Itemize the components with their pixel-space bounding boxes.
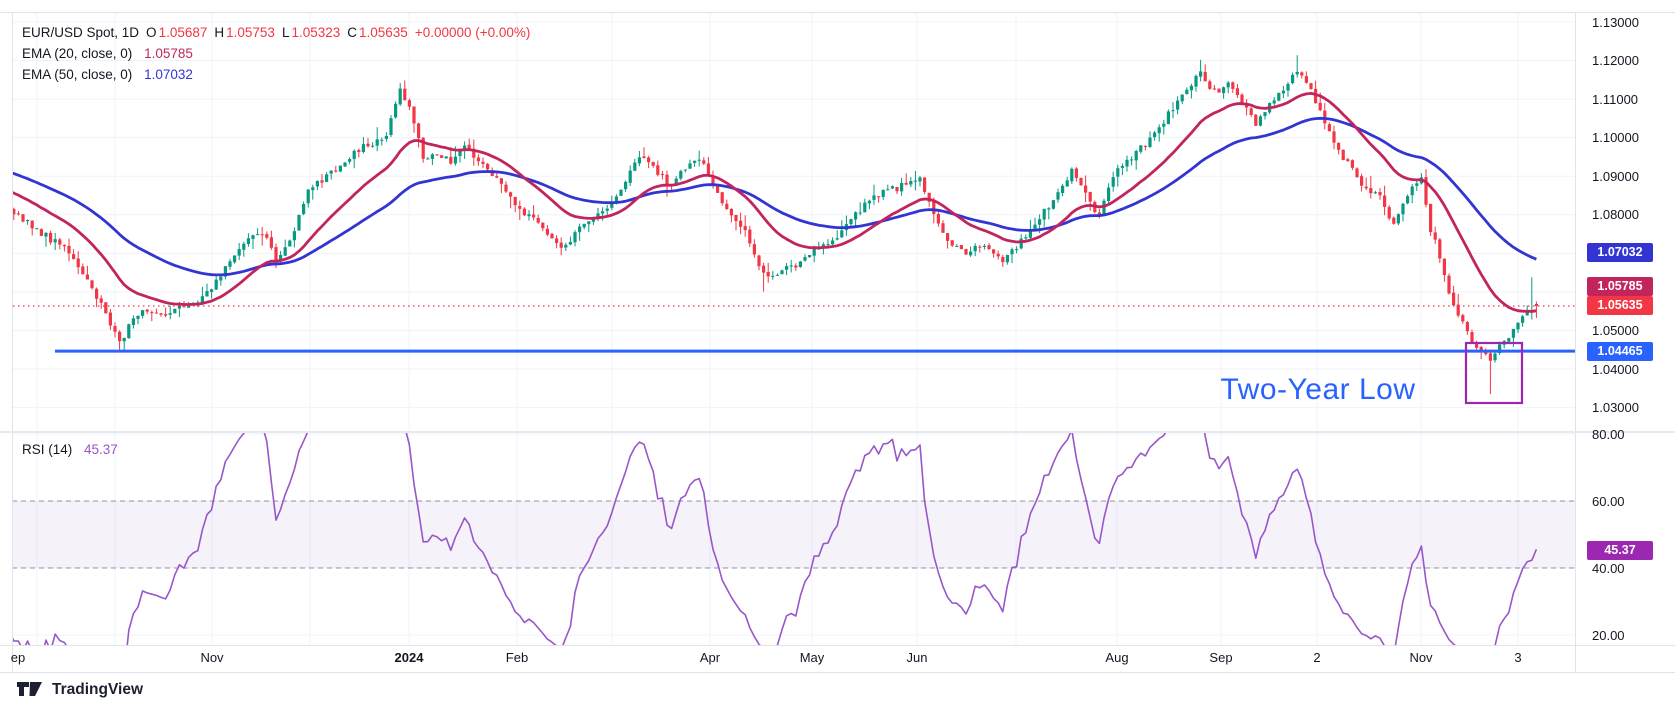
- time-axis-label[interactable]: May: [799, 650, 825, 665]
- two-year-low-annotation[interactable]: Two-Year Low: [1220, 373, 1416, 406]
- symbol-row[interactable]: EUR/USD Spot, 1D O 1.05687 H 1.05753 L 1.05323…: [22, 22, 530, 43]
- time-axis-label[interactable]: Nov: [1409, 650, 1433, 665]
- ohlc-letter: L: [281, 25, 290, 40]
- axis-tick-label: 80.00: [1592, 426, 1625, 442]
- top-border: [0, 12, 1675, 13]
- ohlc-number: 1.05635: [359, 25, 408, 40]
- ema50-row[interactable]: EMA (50, close, 0) 1.07032: [22, 64, 530, 85]
- ohlc-number: 1.05323: [291, 25, 341, 40]
- ema50-value: 1.07032: [144, 67, 193, 82]
- ema-20-line[interactable]: [9, 92, 1537, 313]
- axis-tick-label: 1.08000: [1592, 207, 1639, 223]
- axis-tick-label: 1.10000: [1592, 130, 1639, 146]
- price-axis-border: [1575, 12, 1576, 672]
- time-axis-label[interactable]: 2: [1313, 650, 1321, 665]
- rsi-label: RSI (14): [22, 442, 73, 457]
- two-year-low-rectangle[interactable]: [1464, 341, 1524, 405]
- ohlc-letter: C: [347, 25, 358, 40]
- ohlc-values: O 1.05687 H 1.05753 L 1.05323 C 1.05635: [139, 25, 408, 40]
- ohlc-number: 1.05687: [158, 25, 208, 40]
- pane-separator[interactable]: [0, 431, 1675, 433]
- rsi-legend-row[interactable]: RSI (14) 45.37: [22, 440, 118, 460]
- time-axis-label[interactable]: Nov: [200, 650, 224, 665]
- axis-tick-label: 1.11000: [1592, 91, 1639, 107]
- time-axis[interactable]: ep Nov 2024 Feb Apr May Jun Aug Sep 2 Nov 3: [0, 646, 1675, 672]
- axis-tick-label: 40.00: [1592, 560, 1625, 576]
- change-value: +0.00000 (+0.00%): [414, 25, 531, 40]
- gridlines: [12, 12, 1575, 645]
- axis-tick-label: 1.09000: [1592, 168, 1639, 184]
- symbol-title[interactable]: EUR/USD Spot, 1D: [22, 25, 140, 40]
- time-axis-border-top: [0, 645, 1675, 646]
- axis-tick-label: 20.00: [1592, 627, 1625, 643]
- axis-tick-label: 1.13000: [1592, 14, 1639, 30]
- candlestick-series: [9, 55, 1575, 405]
- ema20-label: EMA (20, close, 0): [22, 46, 133, 61]
- time-axis-label[interactable]: ep: [10, 650, 26, 665]
- ema20-value: 1.05785: [144, 46, 193, 61]
- time-axis-label[interactable]: Apr: [699, 650, 721, 665]
- brand-name[interactable]: TradingView: [52, 681, 144, 698]
- time-axis-label[interactable]: 3: [1514, 650, 1522, 665]
- time-axis-label[interactable]: Feb: [505, 650, 529, 665]
- time-axis-label[interactable]: 2024: [394, 650, 424, 665]
- rsi-value: 45.37: [84, 442, 118, 457]
- legend: EUR/USD Spot, 1D O 1.05687 H 1.05753 L 1.05323…: [22, 22, 530, 85]
- time-axis-border-bottom: [0, 672, 1675, 673]
- time-axis-label[interactable]: Aug: [1105, 650, 1129, 665]
- rsi-value-badge: 45.37: [1587, 540, 1653, 560]
- tradingview-logo-icon[interactable]: [16, 680, 44, 700]
- axis-tick-label: 1.12000: [1592, 53, 1639, 69]
- ema50-price-badge: 1.07032: [1587, 242, 1653, 262]
- ohlc-letter: H: [214, 25, 225, 40]
- time-axis-label[interactable]: Sep: [1209, 650, 1233, 665]
- rsi-band: [12, 500, 1575, 569]
- time-axis-label[interactable]: Jun: [906, 650, 928, 665]
- axis-tick-label: 1.04000: [1592, 361, 1639, 377]
- left-border: [12, 12, 13, 672]
- ema20-price-badge: 1.05785: [1587, 277, 1653, 297]
- support-price-badge: 1.04465: [1587, 341, 1653, 361]
- footer: TradingView: [16, 680, 143, 700]
- ema50-label: EMA (50, close, 0): [22, 67, 133, 82]
- price-axis[interactable]: 1.13000 1.12000 1.11000 1.10000 1.09000 1.080…: [1575, 0, 1675, 672]
- ohlc-number: 1.05753: [226, 25, 275, 40]
- axis-tick-label: 60.00: [1592, 493, 1625, 509]
- rsi-series: [9, 392, 1538, 687]
- ema20-row[interactable]: EMA (20, close, 0) 1.05785: [22, 43, 530, 64]
- axis-tick-label: 1.03000: [1592, 400, 1639, 416]
- ohlc-letter: O: [146, 25, 157, 40]
- last-price-badge: 1.05635: [1587, 296, 1653, 316]
- axis-tick-label: 1.05000: [1592, 322, 1639, 338]
- rsi-line[interactable]: [9, 392, 1538, 687]
